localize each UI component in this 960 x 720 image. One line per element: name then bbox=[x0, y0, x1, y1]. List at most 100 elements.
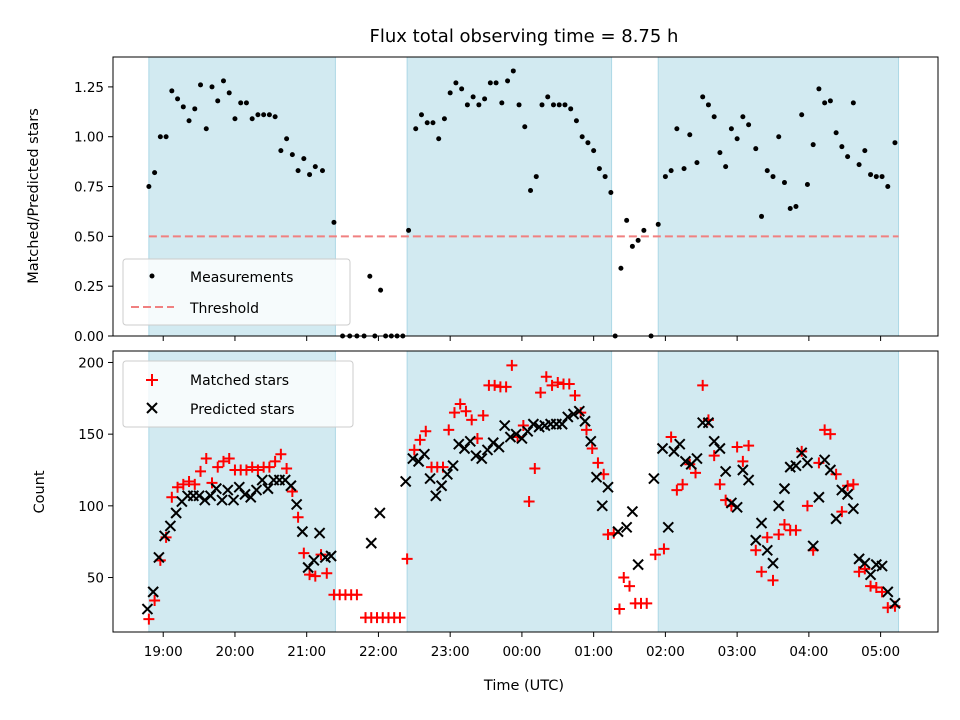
predicted-star-point bbox=[691, 452, 703, 465]
measurement-point bbox=[602, 174, 608, 180]
measurement-point bbox=[850, 100, 856, 106]
measurement-point bbox=[827, 98, 833, 104]
predicted-star-point bbox=[573, 405, 586, 417]
measurement-point bbox=[424, 120, 430, 126]
matched-star-point bbox=[743, 440, 755, 452]
chart-title: Flux total observing time = 8.75 h bbox=[370, 26, 679, 47]
y-tick-label: 0.00 bbox=[74, 329, 104, 345]
matched-star-point bbox=[697, 379, 709, 391]
matched-star-point bbox=[552, 377, 564, 389]
measurement-point bbox=[668, 168, 674, 174]
predicted-star-point bbox=[487, 437, 499, 449]
measurement-point bbox=[464, 102, 470, 108]
predicted-star-point bbox=[493, 441, 505, 453]
measurement-point bbox=[839, 144, 845, 150]
predicted-star-point bbox=[556, 418, 568, 430]
bottom-legend: Matched stars Predicted stars bbox=[122, 360, 354, 428]
measurement-point bbox=[608, 190, 614, 196]
measurement-point bbox=[734, 136, 740, 142]
top-axis-ticks: 0.00 0.25 0.50 0.75 1.00 1.25 bbox=[74, 80, 882, 345]
predicted-star-point bbox=[481, 444, 494, 456]
matched-star-point bbox=[778, 518, 790, 530]
predicted-star-point bbox=[585, 435, 597, 448]
measurement-point bbox=[232, 116, 238, 122]
predicted-star-point bbox=[737, 464, 749, 476]
matched-star-point bbox=[263, 461, 275, 473]
predicted-star-point bbox=[626, 505, 639, 518]
matched-star-point bbox=[618, 572, 630, 584]
matched-star-point bbox=[819, 424, 831, 436]
measurement-point bbox=[759, 213, 765, 219]
measurement-point bbox=[799, 112, 805, 118]
matched-star-point bbox=[796, 445, 808, 457]
predicted-star-point bbox=[662, 521, 674, 534]
predicted-star-point bbox=[864, 568, 877, 581]
predicted-star-point bbox=[458, 442, 471, 455]
measurement-point bbox=[482, 96, 488, 102]
predicted-star-point bbox=[210, 482, 223, 495]
predicted-star-point bbox=[418, 448, 431, 460]
measurement-point bbox=[770, 174, 776, 180]
predicted-star-point bbox=[612, 525, 624, 538]
predicted-star-point bbox=[325, 550, 337, 562]
matched-star-point bbox=[351, 589, 363, 601]
measurement-point bbox=[810, 142, 816, 148]
measurement-point bbox=[624, 217, 630, 223]
matched-star-point bbox=[223, 453, 235, 465]
matched-star-point bbox=[517, 420, 529, 432]
predicted-star-point bbox=[813, 491, 825, 503]
y-tick-label: 1.25 bbox=[74, 80, 104, 96]
predicted-star-point bbox=[527, 418, 540, 430]
y-tick-label: 200 bbox=[78, 355, 104, 371]
legend-threshold-label: Threshold bbox=[189, 301, 259, 317]
predicted-star-point bbox=[498, 419, 511, 432]
matched-star-point bbox=[275, 448, 287, 460]
predicted-star-point bbox=[464, 435, 476, 448]
matched-star-point bbox=[750, 544, 762, 556]
observing-window bbox=[406, 56, 613, 337]
predicted-star-point bbox=[239, 488, 251, 501]
y-tick-label: 1.00 bbox=[74, 130, 104, 146]
y-tick-label: 150 bbox=[78, 427, 104, 443]
matched-star-point bbox=[876, 586, 888, 598]
predicted-star-point bbox=[476, 452, 488, 465]
predicted-star-point bbox=[290, 498, 303, 511]
measurement-point bbox=[487, 80, 493, 86]
matched-star-point bbox=[500, 381, 512, 393]
matched-star-point bbox=[586, 442, 598, 454]
measurement-point bbox=[833, 130, 839, 136]
y-tick-label: 50 bbox=[87, 571, 104, 587]
measurement-point bbox=[717, 150, 723, 156]
legend-predicted-label: Predicted stars bbox=[190, 402, 295, 418]
x-tick-label: 20:00 bbox=[216, 644, 255, 660]
y-tick-label: 100 bbox=[78, 499, 104, 515]
matched-star-point bbox=[420, 425, 432, 437]
predicted-star-point bbox=[193, 490, 205, 502]
predicted-star-point bbox=[141, 603, 154, 615]
measurement-point bbox=[568, 106, 574, 112]
measurement-point bbox=[378, 287, 384, 293]
predicted-star-point bbox=[285, 480, 297, 492]
matched-star-point bbox=[592, 457, 604, 469]
measurement-point bbox=[545, 94, 551, 100]
matched-star-point bbox=[414, 434, 426, 446]
matched-star-point bbox=[767, 574, 779, 586]
matched-star-point bbox=[580, 424, 592, 436]
matched-star-point bbox=[540, 371, 552, 383]
predicted-star-point bbox=[374, 507, 386, 519]
matched-star-point bbox=[408, 444, 420, 456]
predicted-star-point bbox=[407, 452, 419, 465]
predicted-star-point bbox=[889, 597, 901, 610]
matched-star-point bbox=[801, 500, 813, 512]
predicted-star-point bbox=[790, 459, 802, 472]
measurement-point bbox=[499, 100, 505, 106]
measurement-point bbox=[539, 102, 545, 108]
measurement-point bbox=[255, 112, 261, 118]
predicted-star-point bbox=[761, 544, 773, 556]
matched-star-point bbox=[177, 478, 189, 490]
measurement-point bbox=[266, 112, 272, 118]
legend-matched-label: Matched stars bbox=[190, 373, 289, 389]
matched-star-point bbox=[824, 428, 836, 440]
measurement-point bbox=[226, 90, 232, 96]
